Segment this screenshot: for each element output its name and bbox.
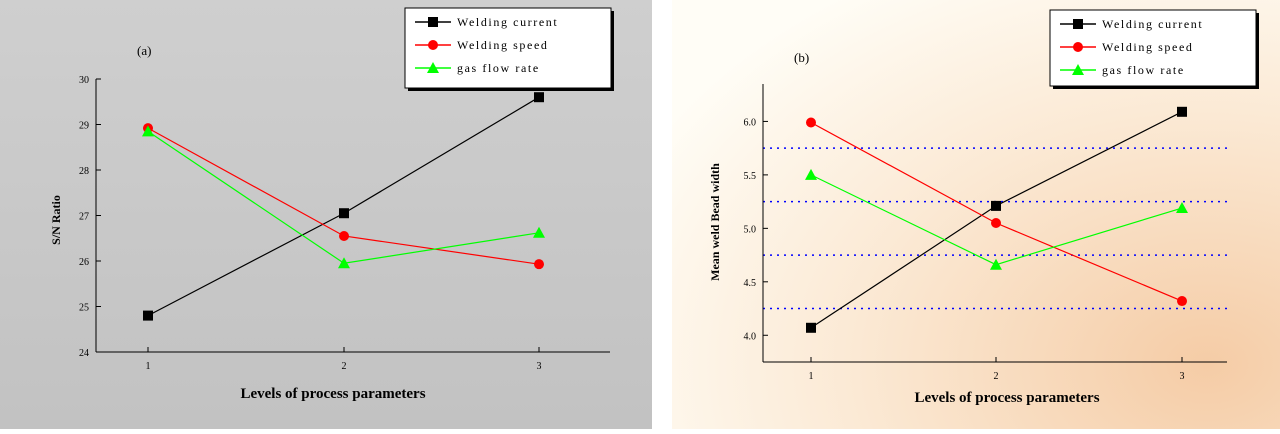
legend-marker [1072, 64, 1084, 75]
legend-label: Welding current [457, 15, 558, 29]
legend-marker [1073, 19, 1083, 29]
data-point [143, 310, 153, 321]
x-tick-label: 3 [537, 361, 542, 372]
legend-marker [1073, 42, 1083, 52]
x-tick-label: 1 [146, 361, 151, 372]
chart-panel-a: 24 25 26 27 28 29 30 1 2 3 (a) Levels of process … [0, 0, 652, 429]
data-point [806, 117, 816, 128]
data-point [806, 322, 816, 333]
data-point [339, 230, 349, 241]
y-tick-label: 26 [79, 257, 89, 268]
y-tick-label: 24 [79, 348, 89, 359]
y-axis-title-b: Mean weld Bead width [708, 163, 722, 281]
y-tick-label: 25 [79, 303, 89, 314]
data-point [339, 208, 349, 219]
y-tick-label: 29 [79, 121, 89, 132]
x-tick-label: 3 [1180, 371, 1185, 382]
data-point [533, 226, 545, 238]
data-point [534, 259, 544, 270]
chart-b-svg: 4.0 4.5 5.0 5.5 6.0 1 2 3 (b) Levels of process… [672, 0, 1280, 429]
legend-marker [427, 62, 439, 73]
x-axis-title-b: Levels of process parameters [914, 390, 1099, 406]
legend-label: Welding current [1102, 17, 1203, 31]
data-point [1176, 202, 1188, 214]
legend-label: gas flow rate [457, 61, 540, 75]
y-tick-label: 28 [79, 166, 89, 177]
panel-a-label: (a) [137, 43, 151, 58]
data-point [990, 258, 1002, 270]
y-tick-label: 5.0 [744, 224, 757, 235]
y-tick-label: 6.0 [744, 117, 757, 128]
data-point [991, 218, 1001, 228]
y-tick-label: 5.5 [744, 171, 757, 182]
data-point [991, 200, 1001, 211]
y-tick-label: 4.0 [744, 331, 757, 342]
x-tick-label: 1 [809, 371, 814, 382]
data-point [338, 257, 350, 269]
legend-a: Welding current Welding speed gas flow rat… [404, 7, 614, 91]
y-tick-label: 27 [79, 212, 89, 223]
data-point [805, 168, 817, 180]
chart-panel-b: 4.0 4.5 5.0 5.5 6.0 1 2 3 (b) Levels of process… [672, 0, 1280, 429]
legend-box [1049, 9, 1257, 87]
legend-marker [428, 17, 438, 27]
legend-label: Welding speed [457, 38, 548, 52]
y-axis-title-a: S/N Ratio [49, 195, 63, 245]
legend-label: gas flow rate [1102, 63, 1185, 77]
x-tick-label: 2 [994, 371, 999, 382]
legend-b: Welding current Welding speed gas flow rat… [1049, 9, 1259, 89]
data-point [1177, 296, 1187, 307]
x-tick-label: 2 [342, 361, 347, 372]
data-point [534, 92, 544, 103]
chart-a-svg: 24 25 26 27 28 29 30 1 2 3 (a) Levels of process … [0, 0, 652, 429]
y-tick-label: 4.5 [744, 278, 757, 289]
data-point [1177, 106, 1187, 117]
x-axis-title-a: Levels of process parameters [240, 386, 425, 402]
legend-marker [428, 40, 438, 50]
legend-label: Welding speed [1102, 40, 1193, 54]
y-tick-label: 30 [79, 75, 89, 86]
panel-b-label: (b) [794, 50, 809, 65]
data-point [142, 125, 154, 137]
